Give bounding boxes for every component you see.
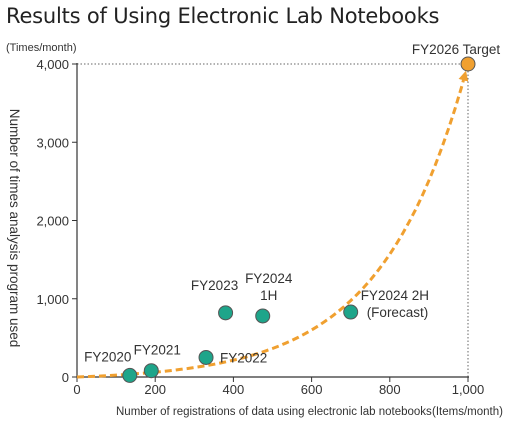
data-point bbox=[122, 367, 138, 383]
trend-curve bbox=[76, 70, 469, 379]
x-tick-label: 0 bbox=[73, 382, 80, 397]
x-axis-title: Number of registrations of data using el… bbox=[116, 406, 432, 418]
data-point bbox=[218, 305, 234, 321]
chart-title: Results of Using Electronic Lab Notebook… bbox=[6, 4, 440, 28]
data-point-label: FY2026 Target bbox=[412, 42, 501, 57]
x-tick-label: 600 bbox=[301, 382, 323, 397]
data-point bbox=[198, 349, 214, 365]
x-tick-label: 800 bbox=[379, 382, 401, 397]
y-tick-label: 4,000 bbox=[36, 57, 69, 72]
data-point-label: FY2023 bbox=[191, 278, 238, 293]
x-tick-label: 200 bbox=[144, 382, 166, 397]
x-unit-label: (Items/month) bbox=[432, 406, 503, 418]
x-tick-label: 400 bbox=[223, 382, 245, 397]
data-point bbox=[460, 56, 476, 72]
data-point-label: FY2020 bbox=[84, 349, 131, 364]
y-tick-label: 0 bbox=[62, 370, 69, 385]
data-point bbox=[143, 363, 159, 379]
x-tick-label: 1,000 bbox=[452, 382, 485, 397]
data-point bbox=[255, 308, 271, 324]
data-point-label: FY2021 bbox=[134, 343, 181, 358]
y-axis-title: Number of times analysis program used bbox=[7, 109, 22, 348]
y-unit-label: (Times/month) bbox=[6, 42, 77, 54]
data-point bbox=[343, 304, 359, 320]
data-point-label: FY2024 1H bbox=[245, 271, 293, 303]
y-tick-label: 3,000 bbox=[36, 135, 69, 150]
y-tick-label: 1,000 bbox=[36, 292, 69, 307]
y-tick-label: 2,000 bbox=[36, 214, 69, 229]
data-point-label: FY2022 bbox=[220, 350, 267, 365]
data-point-label: FY2024 2H (Forecast) bbox=[361, 288, 429, 320]
